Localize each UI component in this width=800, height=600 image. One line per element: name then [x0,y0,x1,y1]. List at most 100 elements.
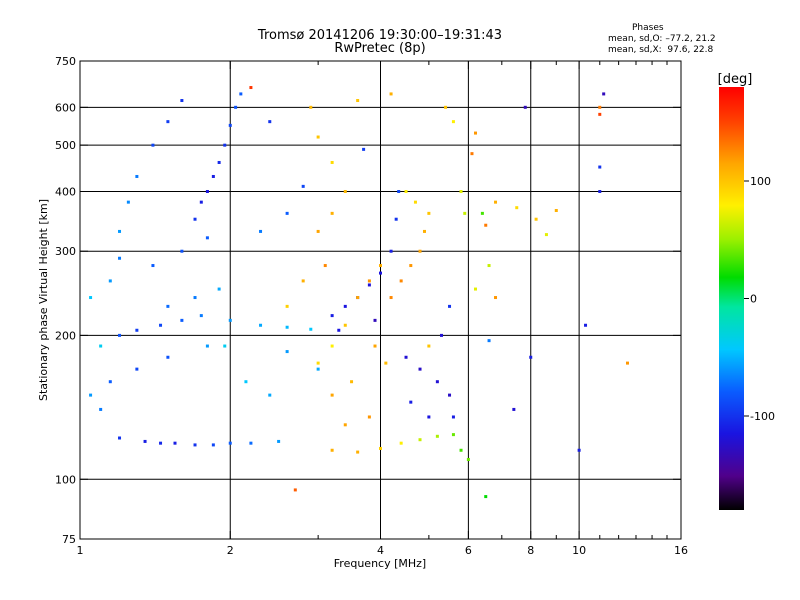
data-point [367,415,371,419]
x-axis-ticks: 1 2 4 6 8 10 16 [77,61,688,557]
data-point [529,355,533,359]
data-point [463,211,467,215]
data-point [379,264,382,268]
data-point [205,344,209,348]
data-point [244,380,248,384]
data-point [399,279,403,283]
data-point [118,256,122,260]
x-tick-label: 16 [674,544,688,557]
phase-stats-heading: Phases [632,23,664,33]
data-point [228,318,232,322]
data-point [413,200,417,204]
data-point [399,441,403,445]
data-point [330,160,334,164]
x-tick-label: 1 [77,544,84,557]
colorbar-tick-label: 100 [750,175,771,188]
data-point [285,350,289,354]
data-point [427,415,431,419]
data-point [223,344,227,348]
x-tick-label: 10 [572,544,586,557]
data-point [625,361,629,365]
data-point [473,131,477,135]
data-point [459,448,463,452]
data-point [249,441,253,445]
colorbar [719,87,744,510]
data-point [544,233,548,237]
data-point [451,415,455,419]
data-point [480,211,484,215]
y-tick-label: 100 [55,473,76,486]
data-point [211,443,215,447]
data-point [193,443,197,447]
data-point [379,446,382,450]
data-point [418,249,422,253]
colorbar-tick-label: 0 [750,293,757,306]
data-point [234,105,238,109]
data-point [249,86,253,90]
data-point [135,367,139,371]
x-tick-label: 6 [465,544,472,557]
data-point [397,189,401,193]
data-point [259,229,263,233]
x-tick-label: 4 [377,544,384,557]
data-point [379,271,382,275]
data-point [118,229,122,233]
data-point [373,344,377,348]
data-point [159,323,163,327]
data-point [118,436,122,440]
data-point [473,287,477,291]
data-point [512,407,516,411]
data-point [494,200,498,204]
data-point [337,328,341,332]
data-point [193,217,197,221]
data-point [440,333,444,337]
data-point [435,380,439,384]
data-point [356,99,360,103]
data-point [309,105,313,109]
data-point [367,279,371,283]
data-point [159,441,163,445]
data-point [598,105,602,109]
data-point [384,361,388,365]
data-point [193,296,197,300]
data-point [99,407,103,411]
data-point [309,327,313,331]
data-point [418,438,422,442]
data-point [180,99,184,103]
data-point [422,229,426,233]
data-point [277,439,281,443]
data-point [343,304,347,308]
data-point [466,457,470,461]
data-point [285,304,289,308]
data-point [205,236,209,240]
data-point [108,279,112,283]
data-point [584,323,588,327]
data-point [199,314,203,318]
data-point [598,165,602,169]
data-point [223,143,227,147]
data-point [534,217,538,221]
data-point [389,249,393,253]
data-point [394,217,398,221]
colorbar-unit-label: [deg] [718,72,753,87]
y-tick-label: 300 [55,245,76,258]
data-point [373,318,377,322]
data-point [484,223,488,227]
y-tick-label: 500 [55,139,76,152]
y-tick-label: 400 [55,185,76,198]
y-axis-ticks: 75 100 200 300 400 500 600 750 [55,55,681,546]
data-point [301,279,305,283]
data-point [323,264,327,268]
y-tick-label: 750 [55,55,76,68]
data-point [330,314,334,318]
x-tick-label: 2 [227,544,234,557]
y-tick-label: 200 [55,329,76,342]
data-point [494,296,498,300]
data-point [598,112,602,116]
data-point [362,147,366,151]
data-point [418,367,422,371]
data-point [118,333,122,337]
data-point [459,189,463,193]
data-point [316,367,320,371]
data-point [356,450,360,454]
